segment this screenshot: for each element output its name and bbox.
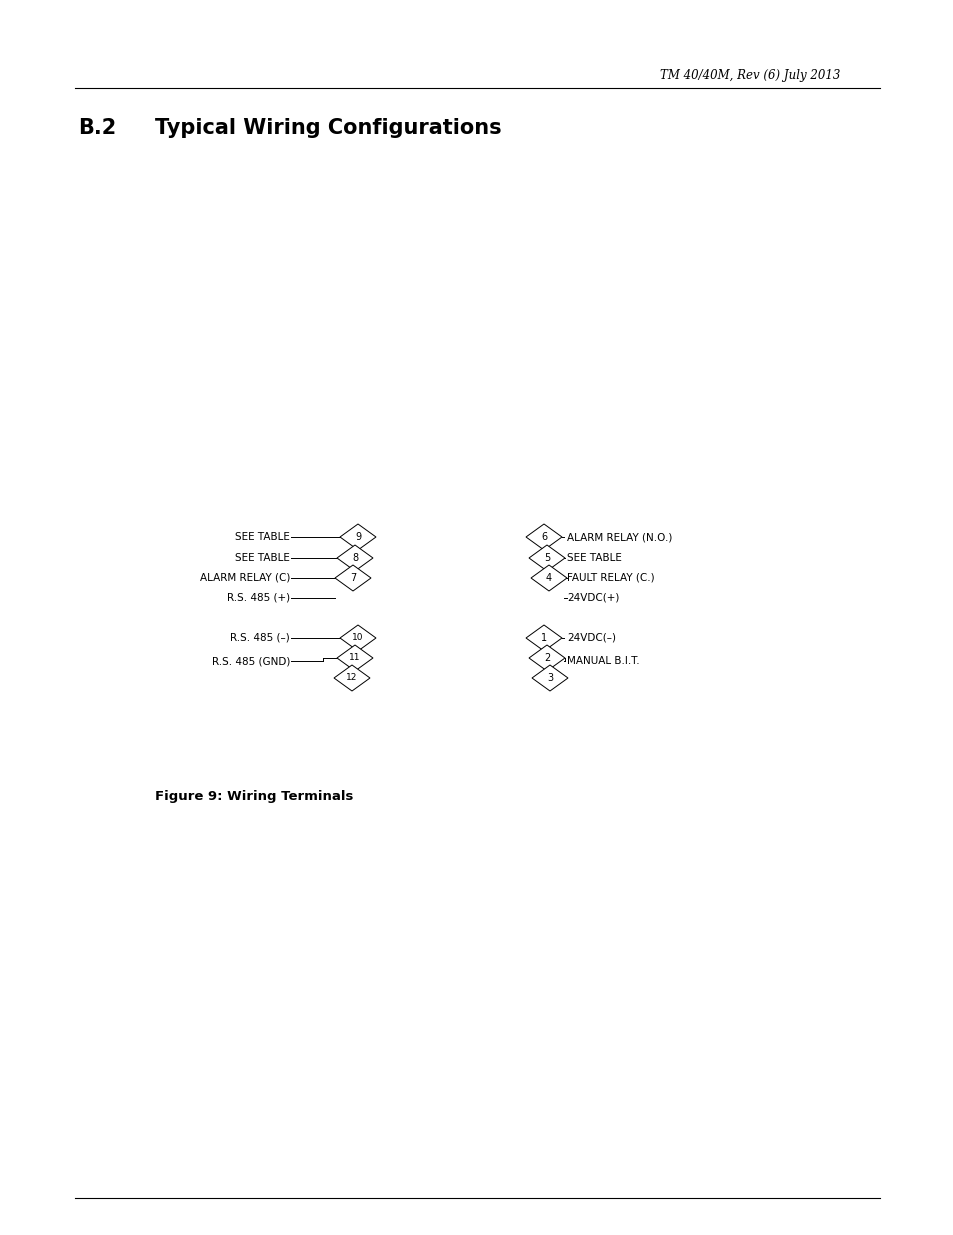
Polygon shape	[334, 664, 370, 692]
Text: 24VDC(–): 24VDC(–)	[566, 634, 616, 643]
Text: R.S. 485 (+): R.S. 485 (+)	[227, 593, 290, 603]
Polygon shape	[525, 524, 561, 550]
Text: ALARM RELAY (N.O.): ALARM RELAY (N.O.)	[566, 532, 672, 542]
Text: B.2: B.2	[78, 119, 116, 138]
Polygon shape	[531, 564, 566, 592]
Polygon shape	[335, 564, 371, 592]
Polygon shape	[336, 545, 373, 571]
Polygon shape	[532, 664, 567, 692]
Text: 4: 4	[545, 573, 552, 583]
Text: TM 40/40M, Rev (6) July 2013: TM 40/40M, Rev (6) July 2013	[659, 69, 840, 82]
Polygon shape	[339, 524, 375, 550]
Text: R.S. 485 (–): R.S. 485 (–)	[230, 634, 290, 643]
Polygon shape	[529, 545, 564, 571]
Text: 12: 12	[346, 673, 357, 683]
Text: 6: 6	[540, 532, 546, 542]
Text: FAULT RELAY (C.): FAULT RELAY (C.)	[566, 573, 654, 583]
Text: SEE TABLE: SEE TABLE	[234, 532, 290, 542]
Text: 3: 3	[546, 673, 553, 683]
Text: R.S. 485 (GND): R.S. 485 (GND)	[212, 656, 290, 666]
Text: Figure 9: Wiring Terminals: Figure 9: Wiring Terminals	[154, 790, 353, 803]
Text: ALARM RELAY (C): ALARM RELAY (C)	[199, 573, 290, 583]
Text: SEE TABLE: SEE TABLE	[566, 553, 621, 563]
Text: Typical Wiring Configurations: Typical Wiring Configurations	[154, 119, 501, 138]
Polygon shape	[529, 645, 564, 671]
Text: 8: 8	[352, 553, 357, 563]
Text: 10: 10	[352, 634, 363, 642]
Text: 5: 5	[543, 553, 550, 563]
Text: 1: 1	[540, 634, 546, 643]
Text: 11: 11	[349, 653, 360, 662]
Text: 24VDC(+): 24VDC(+)	[566, 593, 618, 603]
Text: 7: 7	[350, 573, 355, 583]
Polygon shape	[339, 625, 375, 651]
Text: SEE TABLE: SEE TABLE	[234, 553, 290, 563]
Text: 9: 9	[355, 532, 360, 542]
Text: MANUAL B.I.T.: MANUAL B.I.T.	[566, 656, 639, 666]
Text: 2: 2	[543, 653, 550, 663]
Polygon shape	[336, 645, 373, 671]
Polygon shape	[525, 625, 561, 651]
